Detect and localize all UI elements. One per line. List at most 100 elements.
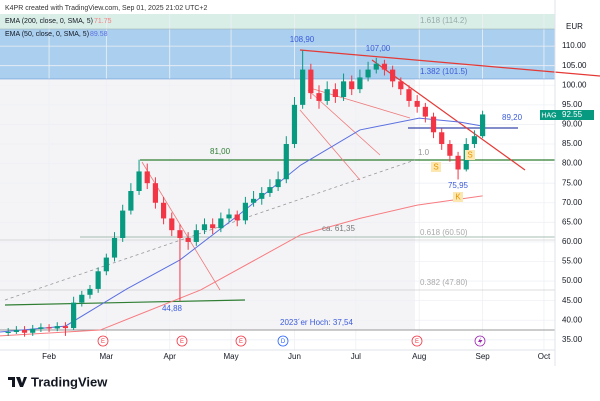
candle-body [340, 81, 347, 98]
candle-body [300, 69, 306, 105]
signal-box [465, 150, 475, 160]
y-tick-label: 80.00 [562, 159, 583, 168]
candle-body [62, 326, 69, 329]
candle-body [275, 179, 281, 188]
event-icon[interactable] [97, 335, 109, 347]
candle-body [136, 171, 142, 192]
x-tick-label: Jun [288, 352, 301, 361]
signal-box [431, 162, 441, 172]
event-icon[interactable] [235, 335, 247, 347]
annotation: 1.382 (101.5) [420, 67, 468, 76]
candle-body [226, 214, 232, 219]
x-tick-label: Sep [475, 352, 490, 361]
candle-body [259, 192, 265, 199]
candle-body [455, 155, 461, 170]
candle-body [21, 330, 28, 333]
events: E E E D E [97, 335, 486, 347]
symbol: HAG [541, 112, 556, 119]
candle-body [218, 218, 224, 229]
candle-body [103, 257, 109, 272]
y-tick-label: 85.00 [562, 139, 583, 148]
annotation: 81,00 [210, 147, 231, 156]
y-tick-label: 75.00 [562, 178, 583, 187]
candle-body [324, 89, 330, 101]
annotation: ca. 61,35 [322, 224, 355, 233]
candle-body [316, 93, 322, 101]
candle-body [160, 202, 167, 219]
x-tick-label: Jul [351, 352, 361, 361]
y-tick-label: 35.00 [562, 335, 583, 344]
annotation: 1.618 (114.2) [420, 16, 467, 25]
event-label: E [101, 339, 105, 345]
x-tick-label: May [224, 352, 239, 361]
x-tick-label: Apr [164, 352, 177, 361]
support-line [4, 299, 246, 306]
y-tick-label: 45.00 [562, 296, 583, 305]
candle-body [120, 210, 126, 238]
grid [0, 14, 555, 350]
candle-body [5, 331, 11, 333]
candle-body [71, 302, 77, 329]
candle-body [177, 230, 183, 238]
legend-value: 89.58 [90, 31, 108, 38]
candle-body [308, 69, 314, 94]
candle-body [38, 327, 44, 329]
fib-zone-top [0, 14, 555, 29]
trend-line [4, 159, 416, 301]
background-layer [0, 14, 555, 330]
annotation: 44,88 [162, 304, 183, 313]
annotation: 0.618 (60.50) [420, 228, 468, 237]
candle-body [414, 100, 420, 107]
event-icon[interactable] [277, 335, 289, 347]
y-tick-label: 70.00 [562, 198, 583, 207]
candle-body [242, 202, 248, 221]
x-tick-label: Mar [99, 352, 113, 361]
annotation: 89,20 [502, 113, 523, 122]
x-tick-label: Oct [538, 352, 551, 361]
candle-body [398, 81, 404, 90]
logo-mark [8, 377, 27, 387]
candle-body [267, 187, 273, 193]
candle-body [406, 89, 412, 101]
event-icon[interactable] [411, 335, 423, 347]
y-tick-label: 40.00 [562, 315, 583, 324]
candle-body [381, 63, 388, 70]
candle-body [185, 238, 191, 242]
annotation: 0.382 (47.80) [420, 278, 468, 287]
annotation: 108,90 [290, 35, 315, 44]
header: K4PR created with TradingView.com, Sep 0… [5, 5, 208, 12]
candle-body [193, 230, 199, 242]
trend-line [371, 59, 526, 171]
candle-body [430, 116, 437, 133]
x-tick-label: Aug [412, 352, 426, 361]
candle-body [471, 136, 478, 145]
candle-body [87, 288, 93, 295]
candle-body [144, 171, 150, 184]
event-label: E [180, 339, 184, 345]
annotation: 1.0 [418, 148, 430, 157]
candle-body [332, 89, 338, 98]
candle-body [234, 214, 240, 221]
symbol-tag [540, 110, 558, 120]
candle-body [439, 132, 445, 145]
candle-body [480, 114, 486, 137]
signal: K [455, 193, 461, 202]
logo-text: TradingView [31, 374, 108, 389]
candle-body [46, 327, 52, 329]
candle-body [95, 271, 101, 289]
candle-body [201, 224, 208, 231]
candle-body [128, 191, 134, 211]
candle-body [30, 328, 36, 333]
event-icon[interactable] [176, 335, 188, 347]
event-label: D [281, 339, 286, 345]
y-tick-label: 95.00 [562, 100, 583, 109]
split-icon [478, 337, 483, 345]
candle-body [349, 81, 355, 90]
y-tick-label: 65.00 [562, 217, 583, 226]
candle-body [13, 330, 19, 332]
candle-body [373, 63, 379, 70]
y-tick-label: 100.00 [562, 80, 587, 89]
y-tick-label: 105.00 [562, 61, 587, 70]
trend-line [299, 109, 361, 181]
event-label: E [415, 339, 419, 345]
